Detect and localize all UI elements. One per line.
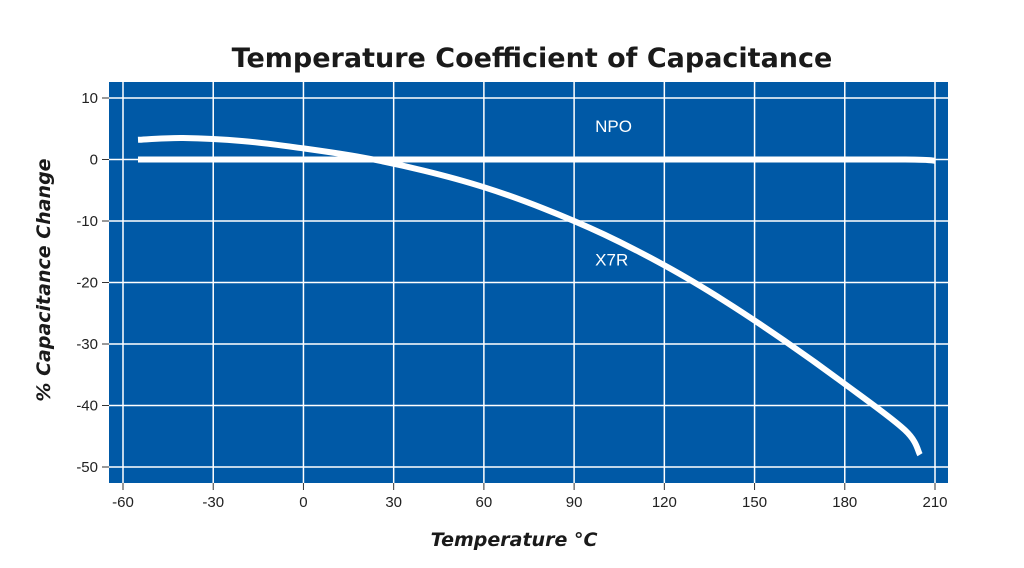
- x-tick-label: -60: [112, 494, 134, 511]
- x-tick-label: 0: [299, 494, 307, 511]
- y-tick-label: 0: [90, 152, 98, 169]
- y-tick-label: 10: [81, 90, 98, 107]
- series-line-x7r: [137, 134, 923, 457]
- y-tick-label: -40: [76, 398, 98, 415]
- x-tick-label: 90: [566, 494, 583, 511]
- x-tick-label: 60: [476, 494, 493, 511]
- chart-title: Temperature Coefficient of Capacitance: [232, 43, 833, 74]
- x-tick-label: 150: [742, 494, 767, 511]
- x-tick-label: 210: [922, 494, 947, 511]
- x-tick-label: 30: [385, 494, 402, 511]
- x-axis-label: Temperature °C: [431, 529, 598, 551]
- series-line-npo: [137, 156, 936, 164]
- series-labels: NPO X7R: [595, 117, 632, 269]
- x-tick-label: -30: [202, 494, 224, 511]
- x-axis-ticks: -60 -30 0 30 60 90 120 150 180 210: [112, 483, 948, 511]
- y-tick-label: -50: [76, 459, 98, 476]
- y-tick-label: -10: [76, 213, 98, 230]
- series-label-npo: NPO: [595, 117, 632, 136]
- series-lines: [137, 134, 936, 457]
- series-label-x7r: X7R: [595, 250, 628, 269]
- y-axis-ticks: 10 0 -10 -20 -30 -40 -50: [76, 90, 109, 476]
- y-axis-label: % Capacitance Change: [33, 158, 55, 401]
- y-tick-label: -30: [76, 336, 98, 353]
- y-tick-label: -20: [76, 275, 98, 292]
- x-tick-label: 180: [832, 494, 857, 511]
- x-tick-label: 120: [652, 494, 677, 511]
